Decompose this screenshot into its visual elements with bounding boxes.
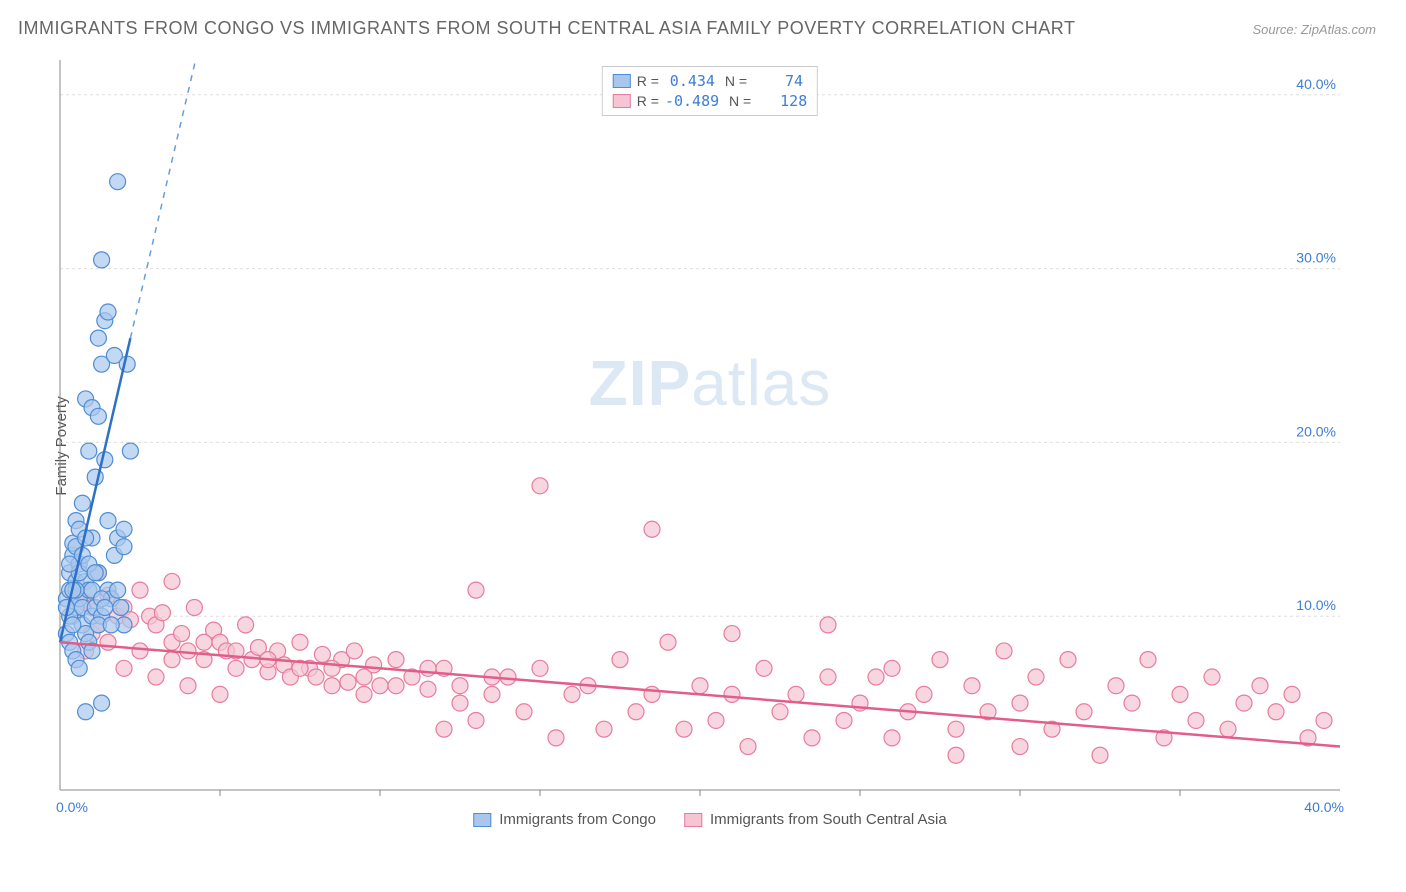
n-label: N = (721, 73, 747, 89)
n-value-asia: 128 (757, 92, 807, 110)
r-value-asia: -0.489 (665, 92, 719, 110)
correlation-legend: R = 0.434 N = 74 R = -0.489 N = 128 (602, 66, 818, 116)
svg-text:0.0%: 0.0% (56, 799, 88, 815)
legend-label-asia: Immigrants from South Central Asia (710, 811, 947, 828)
scatter-plot: 10.0% 20.0% 30.0% 40.0% 0.0% 40.0% (50, 60, 1370, 830)
swatch-asia (613, 94, 631, 108)
legend-item-congo: Immigrants from Congo (473, 811, 656, 828)
chart-area: 10.0%20.0%30.0%40.0%0.0%40.0% ZIPatlas R… (50, 60, 1370, 830)
legend-item-asia: Immigrants from South Central Asia (684, 811, 947, 828)
r-label: R = (637, 93, 659, 109)
swatch-congo (613, 74, 631, 88)
swatch-congo-icon (473, 813, 491, 827)
svg-text:30.0%: 30.0% (1296, 250, 1336, 266)
r-value-congo: 0.434 (665, 72, 715, 90)
source-label: Source: ZipAtlas.com (1252, 22, 1376, 37)
legend-label-congo: Immigrants from Congo (499, 811, 656, 828)
swatch-asia-icon (684, 813, 702, 827)
svg-text:40.0%: 40.0% (1296, 76, 1336, 92)
n-value-congo: 74 (753, 72, 803, 90)
legend-row-asia: R = -0.489 N = 128 (613, 91, 807, 111)
series-legend: Immigrants from Congo Immigrants from So… (473, 811, 946, 828)
chart-title: IMMIGRANTS FROM CONGO VS IMMIGRANTS FROM… (18, 18, 1075, 39)
n-label: N = (725, 93, 751, 109)
r-label: R = (637, 73, 659, 89)
svg-text:40.0%: 40.0% (1304, 799, 1344, 815)
svg-text:20.0%: 20.0% (1296, 423, 1336, 439)
legend-row-congo: R = 0.434 N = 74 (613, 71, 807, 91)
svg-text:10.0%: 10.0% (1296, 597, 1336, 613)
